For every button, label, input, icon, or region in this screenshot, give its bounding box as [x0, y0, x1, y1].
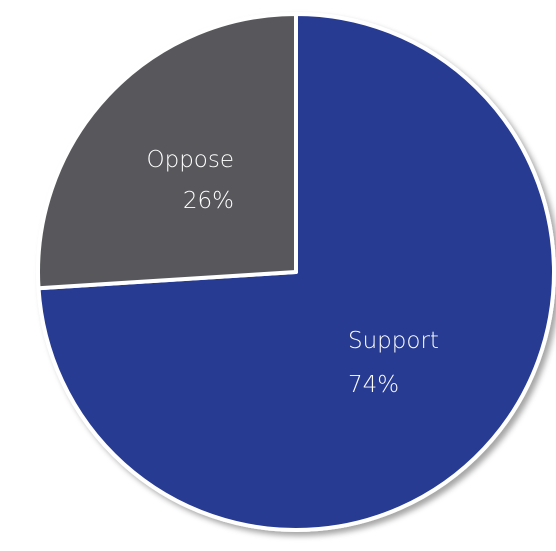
pie-slice-oppose	[36, 12, 298, 291]
slice-value-support: 74%	[348, 372, 399, 398]
slice-label-oppose: Oppose	[146, 147, 234, 173]
slice-value-oppose: 26%	[183, 188, 234, 214]
slice-label-support: Support	[348, 328, 439, 354]
